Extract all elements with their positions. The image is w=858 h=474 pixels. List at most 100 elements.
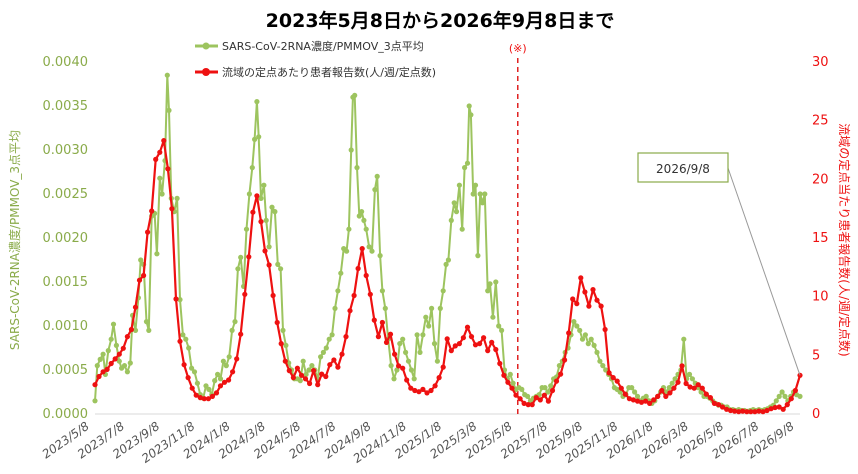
data-point bbox=[326, 336, 332, 342]
data-point bbox=[420, 332, 426, 338]
callout-label: 2026/9/8 bbox=[656, 162, 710, 176]
data-point bbox=[249, 165, 255, 171]
data-point bbox=[319, 371, 325, 377]
data-point bbox=[250, 209, 256, 215]
right-tick-label: 20 bbox=[812, 172, 829, 187]
data-point bbox=[468, 334, 475, 340]
data-point bbox=[537, 397, 543, 403]
left-axis-title: SARS-CoV-2RNA濃度/PMMOV_3点平均 bbox=[7, 130, 22, 350]
data-point bbox=[638, 399, 645, 405]
data-point bbox=[428, 387, 434, 394]
data-point bbox=[423, 314, 429, 320]
data-point bbox=[387, 331, 394, 337]
data-point bbox=[591, 342, 597, 348]
data-point bbox=[183, 336, 189, 342]
data-point bbox=[189, 365, 195, 371]
data-point bbox=[517, 396, 523, 402]
data-point bbox=[356, 213, 362, 219]
data-point bbox=[383, 339, 390, 345]
data-point bbox=[687, 384, 693, 390]
data-point bbox=[470, 191, 476, 197]
data-point bbox=[797, 393, 803, 399]
data-point bbox=[220, 358, 226, 364]
data-point bbox=[388, 363, 394, 369]
data-point bbox=[400, 336, 406, 342]
data-point bbox=[459, 226, 465, 232]
data-point bbox=[779, 389, 785, 395]
data-point bbox=[335, 288, 341, 294]
data-point bbox=[477, 341, 483, 347]
data-point bbox=[444, 336, 450, 342]
data-point bbox=[703, 391, 709, 397]
data-point bbox=[246, 254, 252, 260]
data-point bbox=[159, 191, 165, 197]
data-point bbox=[497, 360, 503, 367]
data-point bbox=[772, 404, 778, 411]
data-point bbox=[622, 391, 628, 397]
data-point bbox=[201, 396, 207, 402]
data-point bbox=[311, 368, 317, 374]
data-point bbox=[525, 393, 531, 399]
data-point bbox=[280, 327, 286, 333]
data-point bbox=[445, 257, 451, 263]
data-point bbox=[647, 400, 653, 406]
data-point bbox=[394, 367, 400, 373]
data-point bbox=[238, 254, 244, 260]
data-point bbox=[582, 332, 589, 338]
data-point bbox=[320, 349, 326, 355]
data-point bbox=[411, 376, 417, 382]
data-point bbox=[275, 261, 281, 267]
data-point bbox=[776, 404, 782, 410]
data-point bbox=[594, 297, 600, 303]
data-point bbox=[205, 396, 211, 402]
callout-leader-line bbox=[727, 167, 801, 376]
chart-title: 2023年5月8日から2026年9月8日まで bbox=[266, 9, 615, 32]
data-point bbox=[375, 334, 381, 340]
data-point bbox=[127, 360, 133, 366]
data-point bbox=[391, 376, 397, 382]
data-point bbox=[270, 292, 276, 299]
data-point bbox=[307, 380, 313, 387]
data-point bbox=[327, 362, 333, 368]
data-point bbox=[105, 348, 111, 354]
data-point bbox=[243, 226, 250, 232]
data-point bbox=[173, 296, 179, 302]
data-point bbox=[513, 392, 519, 398]
left-tick-label: 0.0030 bbox=[43, 143, 89, 158]
data-point bbox=[541, 392, 548, 398]
data-point bbox=[773, 398, 779, 404]
data-point bbox=[784, 402, 790, 408]
series-line bbox=[94, 74, 801, 413]
data-point bbox=[525, 402, 531, 408]
data-point bbox=[346, 226, 352, 232]
data-point bbox=[154, 251, 160, 257]
data-point bbox=[588, 336, 594, 342]
legend-marker-patients bbox=[202, 68, 210, 76]
data-point bbox=[451, 200, 457, 206]
data-point bbox=[278, 266, 284, 272]
data-point bbox=[424, 390, 430, 396]
data-point bbox=[606, 370, 612, 376]
data-point bbox=[206, 386, 212, 392]
left-axis-ticks: 0.0000 0.0005 0.0010 0.0015 0.0020 0.0025 0.00… bbox=[43, 55, 89, 422]
data-point bbox=[768, 406, 774, 412]
series-patients bbox=[92, 138, 803, 415]
right-tick-label: 0 bbox=[812, 407, 820, 422]
data-point bbox=[332, 305, 338, 311]
data-point bbox=[548, 383, 554, 389]
data-point bbox=[132, 304, 139, 310]
data-point bbox=[669, 380, 675, 386]
data-point bbox=[116, 351, 122, 357]
data-point bbox=[744, 409, 750, 415]
data-point bbox=[258, 219, 264, 225]
data-point bbox=[732, 408, 738, 414]
data-point bbox=[235, 266, 241, 272]
data-point bbox=[396, 363, 402, 369]
data-point bbox=[529, 402, 535, 408]
legend-label-rna: SARS-CoV-2RNA濃度/PMMOV_3点平均 bbox=[222, 39, 424, 53]
data-point bbox=[408, 367, 414, 373]
data-point bbox=[404, 377, 410, 383]
data-point bbox=[485, 348, 491, 354]
data-point bbox=[329, 332, 335, 338]
